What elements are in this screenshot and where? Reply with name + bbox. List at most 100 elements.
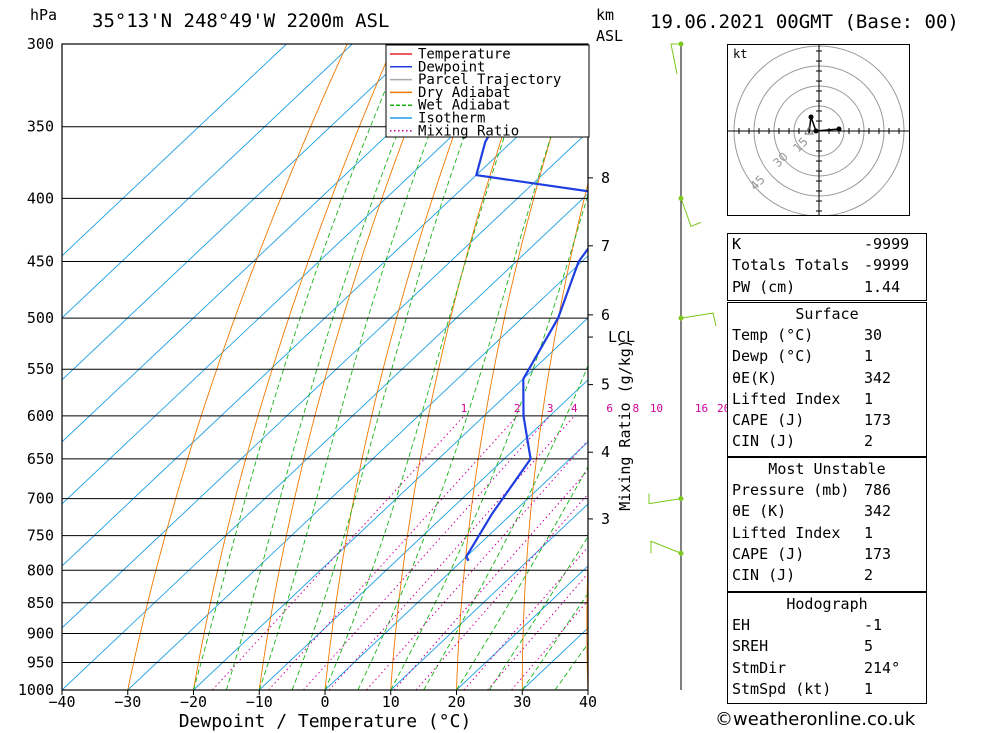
mixing-ratio-label: 16: [695, 402, 708, 415]
stat-value: 2: [864, 566, 874, 585]
isotherm-line: [62, 44, 287, 257]
km-tick-label: 8: [601, 169, 610, 187]
pressure-tick-label: 900: [27, 624, 54, 642]
isotherm-line: [258, 379, 588, 690]
isotherm-line: [62, 44, 419, 381]
wind-barb: [680, 312, 717, 327]
legend-label: Dewpoint: [418, 59, 485, 75]
wind-barb: [680, 198, 702, 228]
wet-adiabat-line: [521, 592, 588, 690]
stat-label: CAPE (J): [732, 544, 805, 563]
dry-adiabat-line: [649, 44, 720, 690]
pressure-tick-label: 350: [27, 118, 54, 136]
stat-value: 342: [864, 502, 892, 521]
stat-row: CIN (J) 2: [728, 431, 926, 452]
x-tick-label: −10: [246, 693, 273, 711]
stat-row: PW (cm) 1.44: [728, 277, 926, 298]
legend-label: Wet Adiabat: [418, 98, 511, 114]
km-unit-label: km: [596, 6, 614, 24]
stat-label: Lifted Index: [732, 523, 841, 542]
isotherm-line: [62, 44, 353, 319]
wet-adiabat-line: [423, 364, 588, 690]
legend-label: Dry Adiabat: [418, 85, 511, 101]
legend-label: Isotherm: [418, 111, 485, 127]
stat-label: Temp (°C): [732, 326, 814, 344]
hodograph-unit: kt: [733, 47, 747, 61]
x-tick-label: 40: [579, 693, 597, 711]
km-tick-label: 7: [601, 237, 610, 255]
location-title: 35°13'N 248°49'W 2200m ASL: [92, 10, 389, 32]
dry-adiabat-line: [521, 181, 588, 690]
hodograph-point: [813, 128, 819, 134]
legend-label: Mixing Ratio: [418, 123, 519, 139]
dry-adiabat-line: [456, 44, 581, 690]
pressure-unit-label: hPa: [30, 6, 57, 24]
mixing-ratio-line: [328, 415, 575, 690]
stat-row: Lifted Index 1: [728, 523, 926, 544]
wind-barb: [648, 493, 682, 505]
stat-label: StmDir: [732, 658, 787, 677]
stat-row: SREH 5: [728, 636, 926, 657]
stat-label: θE (K): [732, 502, 787, 521]
stat-label: StmSpd (kt): [732, 679, 832, 698]
pressure-tick-label: 300: [27, 35, 54, 53]
wet-adiabat-line: [357, 44, 582, 690]
footer-copyright[interactable]: ©weatheronline.co.uk: [715, 709, 916, 730]
mixing-ratio-line: [303, 415, 551, 690]
stat-label: PW (cm): [732, 277, 796, 296]
dry-adiabat-line: [258, 44, 441, 690]
stat-label: θE(K): [732, 368, 778, 387]
hodograph-point: [808, 114, 814, 120]
asl-unit-label: ASL: [596, 27, 623, 45]
stat-value: -9999: [864, 235, 910, 253]
wet-adiabat-line: [390, 193, 588, 690]
stat-value: 1.44: [864, 277, 901, 296]
wet-adiabat-line: [193, 44, 406, 690]
mixing-ratio-label: 4: [571, 402, 578, 415]
dry-adiabat-line: [586, 550, 588, 690]
hodograph-ring-label: 30: [770, 149, 791, 170]
stat-value: 1: [864, 523, 874, 542]
pressure-tick-label: 850: [27, 594, 54, 612]
stat-label: CAPE (J): [732, 411, 805, 430]
hodograph-trace: [808, 116, 840, 134]
km-tick-label: 5: [601, 376, 610, 394]
mixing-ratio-label: 6: [606, 402, 613, 415]
mixing-ratio-axis-label: Mixing Ratio (g/kg): [616, 339, 634, 511]
wind-barb: [650, 540, 682, 554]
most-unstable-panel: Most Unstable Pressure (mb) 786 θE (K) 342 L…: [727, 457, 927, 592]
dry-adiabat-line: [989, 44, 1000, 690]
isotherm-line: [62, 44, 550, 505]
isotherm-line: [62, 44, 485, 443]
stat-row: θE (K) 342: [728, 501, 926, 522]
hodograph-stats-title: Hodograph: [786, 595, 868, 613]
legend-label: Temperature: [418, 47, 511, 63]
wet-adiabat-line: [456, 465, 588, 690]
datetime-label: 19.06.2021 00GMT (Base: 00): [650, 11, 959, 33]
isotherm-line: [193, 317, 588, 690]
stat-value: 5: [864, 637, 874, 656]
hodograph-point: [836, 126, 842, 132]
x-tick-label: −20: [180, 693, 207, 711]
stat-value: 30: [864, 326, 883, 344]
stat-row: EH -1: [728, 615, 926, 636]
stat-row: Totals Totals -9999: [728, 255, 926, 276]
mixing-ratio-label: 20: [717, 402, 730, 415]
stat-row: CAPE (J) 173: [728, 410, 926, 431]
x-axis-label: Dewpoint / Temperature (°C): [179, 711, 472, 732]
hodograph-stats-panel: Hodograph EH -1 SREH 5 StmDir 214° StmSpd (kt)…: [727, 592, 927, 704]
stat-row: StmDir 214°: [728, 658, 926, 679]
legend-label: Parcel Trajectory: [418, 72, 561, 88]
hodograph: kt 15 30 45: [727, 44, 910, 217]
km-tick-label: 4: [601, 443, 610, 461]
mixing-ratio-label: 1: [461, 402, 468, 415]
pressure-tick-label: 550: [27, 360, 54, 378]
pressure-tick-label: 450: [27, 253, 54, 271]
stat-value: 173: [864, 411, 892, 430]
x-tick-label: 10: [382, 693, 400, 711]
indices-panel: K -9999 Totals Totals -9999 PW (cm) 1.44: [727, 233, 927, 301]
pressure-tick-label: 1000: [18, 681, 54, 699]
axes-text: 3003504004505005506006507007508008509009…: [18, 35, 753, 711]
stat-label: Lifted Index: [732, 389, 841, 408]
